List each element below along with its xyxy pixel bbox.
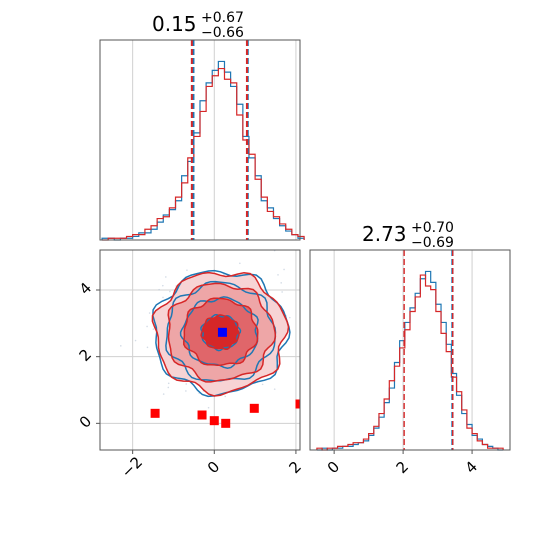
- hist-y-series-0: [316, 270, 504, 451]
- red-square-marker-1: [197, 410, 207, 420]
- scatter-point: [134, 339, 137, 342]
- scatter-point: [162, 284, 164, 287]
- scatter-point: [223, 273, 225, 276]
- scatter-point: [288, 316, 291, 319]
- hist-x-title-minus: −0.66: [201, 25, 244, 41]
- scatter-panel: −2 0 2 0 2 4: [74, 249, 337, 481]
- scatter-point: [167, 382, 170, 385]
- contour-red-1: [167, 282, 277, 383]
- blue-square-marker: [217, 327, 227, 337]
- scatter-xtick-label-2: 2: [285, 458, 304, 477]
- contour-red-0: [151, 271, 290, 397]
- scatter-point: [146, 346, 149, 349]
- scatter-point: [277, 274, 279, 276]
- hist-y-panel: 2.73 +0.70 −0.69 0 2 4: [309, 220, 511, 477]
- scatter-point: [280, 282, 283, 284]
- hist-y-title-minus: −0.69: [411, 235, 454, 251]
- scatter-point: [239, 262, 241, 265]
- scatter-point: [273, 388, 276, 390]
- scatter-point: [162, 393, 165, 395]
- hist-y-tick-label-2: 4: [462, 458, 481, 477]
- scatter-ytick-label-0: 0: [76, 412, 95, 431]
- scatter-point: [186, 269, 188, 271]
- hist-y-tick-label-0: 0: [324, 458, 343, 477]
- scatter-point: [158, 288, 160, 291]
- hist-x-title-plus: +0.67: [201, 10, 244, 26]
- scatter-point: [224, 395, 227, 398]
- hist-x-title-value: 0.15: [152, 12, 197, 36]
- scatter-point: [283, 268, 285, 271]
- scatter-point: [74, 296, 76, 298]
- hist-y-series-1: [316, 274, 504, 451]
- scatter-point: [281, 291, 283, 293]
- scatter-point: [119, 345, 122, 347]
- red-square-marker-3: [221, 418, 231, 428]
- red-square-marker-4: [249, 403, 259, 413]
- hist-y-title-plus: +0.70: [411, 220, 454, 236]
- red-square-marker-2: [209, 416, 219, 426]
- scatter-xtick-label-0: −2: [118, 453, 146, 481]
- scatter-point: [261, 383, 264, 386]
- scatter-ytick-label-1: 2: [76, 346, 95, 365]
- scatter-point: [162, 296, 164, 299]
- scatter-ytick-label-2: 4: [76, 279, 95, 298]
- red-square-marker-5: [295, 399, 300, 409]
- scatter-point: [148, 312, 151, 314]
- contour-blue-1: [165, 280, 277, 382]
- hist-x-series-1: [102, 67, 305, 241]
- scatter-point: [169, 290, 171, 293]
- scatter-point: [185, 390, 187, 392]
- contour-red-3: [200, 314, 240, 350]
- contour-blue-2: [179, 296, 259, 369]
- scatter-point: [152, 328, 155, 330]
- scatter-point: [167, 386, 170, 389]
- contour-red-2: [183, 297, 259, 366]
- hist-y-title-value: 2.73: [362, 222, 407, 246]
- scatter-xtick-label-1: 0: [204, 458, 223, 477]
- scatter-point: [146, 325, 148, 328]
- hist-x-frame: [99, 39, 301, 241]
- scatter-point: [335, 331, 337, 333]
- hist-y-frame: [309, 249, 511, 451]
- scatter-frame: [99, 249, 301, 451]
- scatter-point: [185, 383, 188, 385]
- scatter-point: [207, 406, 210, 409]
- red-square-marker-0: [150, 408, 160, 418]
- hist-x-panel: 0.15 +0.67 −0.66: [99, 10, 305, 241]
- hist-y-tick-label-1: 2: [393, 458, 412, 477]
- scatter-point: [165, 276, 167, 278]
